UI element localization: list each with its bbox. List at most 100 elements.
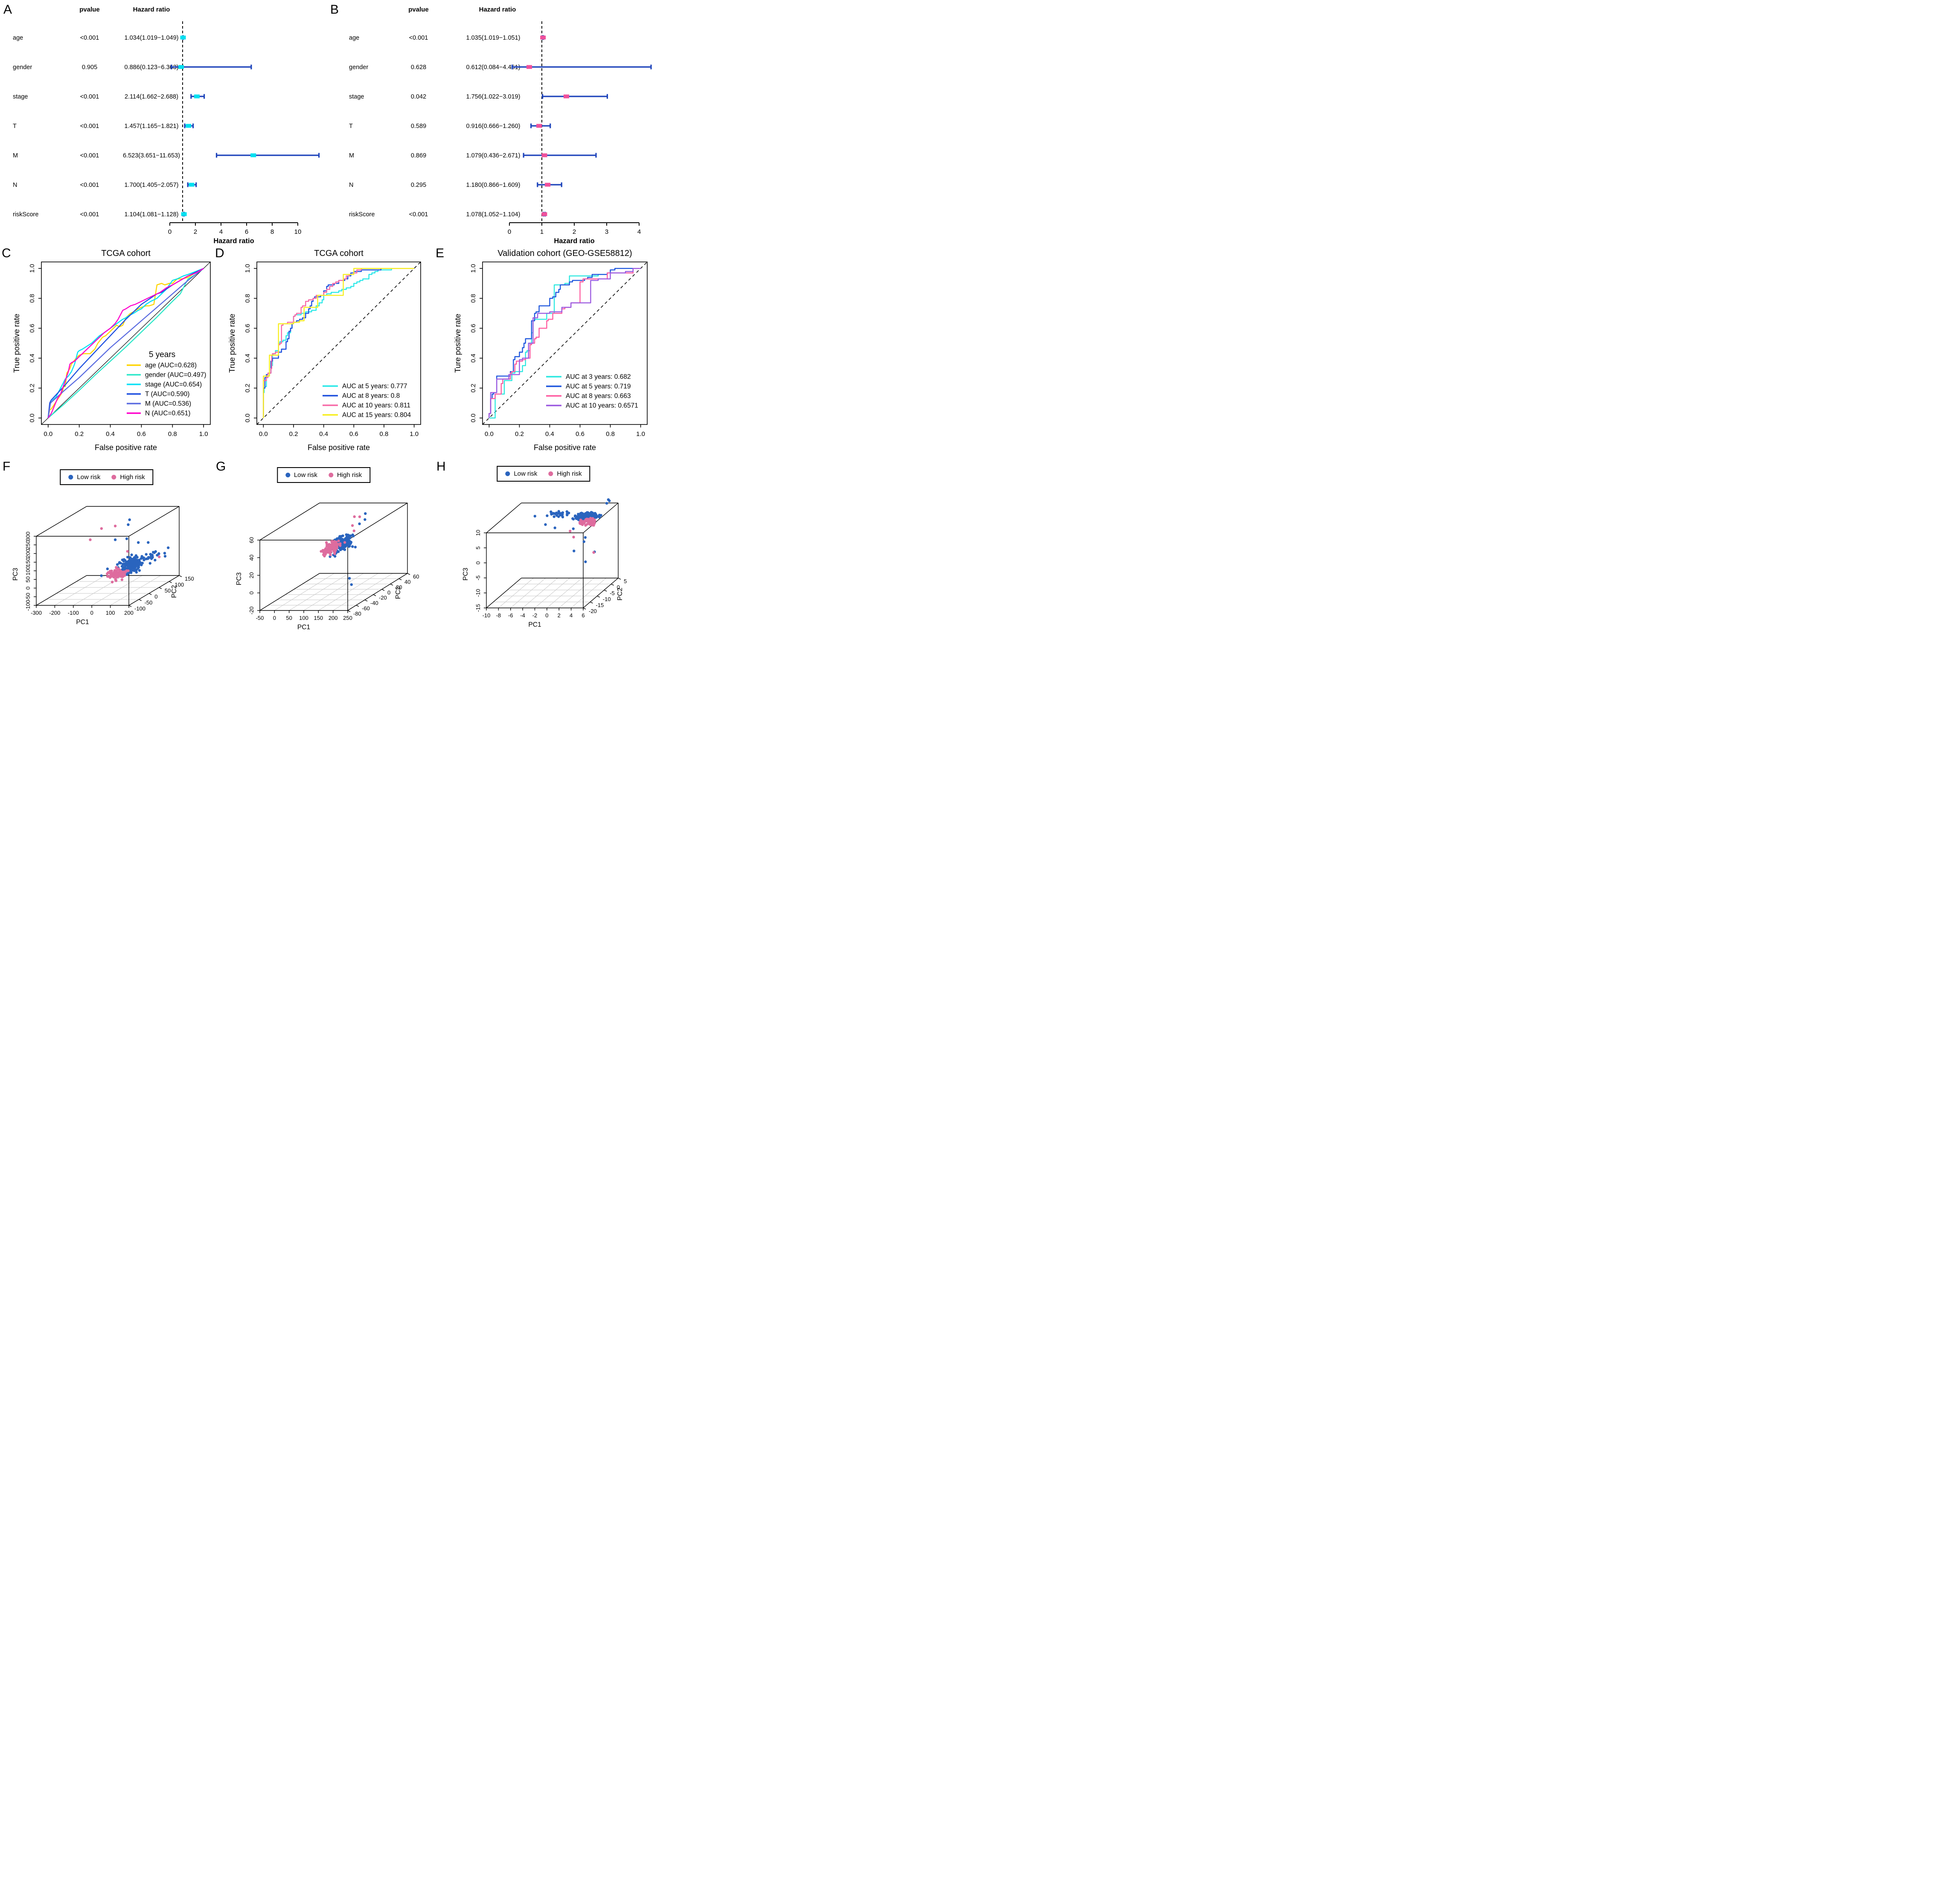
svg-text:False positive rate: False positive rate [95, 443, 157, 452]
svg-text:PC2: PC2 [171, 585, 178, 598]
roc-plot-tcga-time: 0.0 0.2 0.4 0.6 0.8 1.0 0.0 0.2 0.4 0.6 0.8 1.0 TCGA… [228, 249, 421, 452]
panel-letter-f: F [3, 459, 11, 474]
high-risk-dot [548, 471, 553, 476]
roc-axes: 0.0 0.2 0.4 0.6 0.8 1.0 0.0 0.2 0.4 0.6 0.8 1.0 [29, 262, 211, 438]
forest-row-age: age <0.001 1.035(1.019−1.051) [349, 35, 546, 41]
svg-text:1.0: 1.0 [199, 430, 208, 438]
axis-ticks: -300 -200 -100 0 100 200-100-5005010015020025… [25, 532, 194, 616]
svg-text:Ture positive rate: Ture positive rate [454, 314, 462, 372]
svg-text:0.0: 0.0 [259, 430, 268, 438]
svg-text:1.0: 1.0 [636, 430, 645, 438]
svg-text:-50: -50 [25, 593, 31, 601]
svg-text:0.4: 0.4 [470, 354, 477, 363]
svg-text:AUC at 8 years: 0.663: AUC at 8 years: 0.663 [566, 392, 631, 400]
svg-text:N: N [349, 182, 353, 189]
svg-text:0.4: 0.4 [29, 354, 36, 363]
forest-table: pvalue Hazard ratio [79, 6, 170, 13]
svg-text:0.869: 0.869 [411, 152, 426, 159]
floor-grid [493, 578, 611, 608]
high-risk-label: High risk [337, 471, 362, 479]
svg-text:0: 0 [248, 591, 255, 594]
svg-text:50: 50 [25, 576, 31, 582]
svg-text:<0.001: <0.001 [80, 123, 99, 130]
low-risk-dot [68, 475, 73, 480]
svg-text:AUC at 15 years: 0.804: AUC at 15 years: 0.804 [342, 412, 411, 419]
svg-text:200: 200 [329, 615, 338, 621]
svg-text:N: N [13, 182, 17, 189]
svg-text:<0.001: <0.001 [80, 152, 99, 159]
svg-text:-20: -20 [589, 608, 597, 614]
svg-text:0.2: 0.2 [470, 384, 477, 392]
forest-row-N: N <0.001 1.700(1.405−2.057) [13, 182, 197, 189]
panel-forest-univariate: A pvalue Hazard ratio age <0.001 1.034(1.019… [0, 0, 326, 245]
svg-text:0.0: 0.0 [44, 430, 52, 438]
svg-text:1.457(1.165−1.821): 1.457(1.165−1.821) [125, 123, 179, 130]
svg-text:100: 100 [106, 610, 115, 616]
svg-text:1.079(0.436−2.671): 1.079(0.436−2.671) [466, 152, 521, 159]
forest-row-stage: stage 0.042 1.756(1.022−3.019) [349, 93, 608, 100]
svg-text:AUC at 10 years: 0.6571: AUC at 10 years: 0.6571 [566, 402, 638, 410]
svg-text:False positive rate: False positive rate [534, 443, 596, 452]
svg-text:AUC at 3 years: 0.682: AUC at 3 years: 0.682 [566, 373, 631, 381]
forest-row-M: M <0.001 6.523(3.651−11.653) [13, 152, 320, 159]
pca-3d-middle: -50 0 50 100 150 200 250-200204060-80-60-40-20… [236, 503, 419, 631]
panel-letter-h: H [436, 459, 446, 474]
svg-text:0: 0 [387, 589, 390, 596]
scatter-points [89, 518, 170, 584]
svg-text:-40: -40 [370, 600, 378, 606]
scatter-points [533, 498, 611, 563]
high-risk-dot [328, 473, 333, 477]
svg-text:0.2: 0.2 [75, 430, 84, 438]
forest-row-stage: stage <0.001 2.114(1.662−2.688) [13, 93, 205, 100]
scatter-points [320, 512, 367, 586]
svg-text:AUC at 10 years: 0.811: AUC at 10 years: 0.811 [342, 402, 410, 409]
svg-text:8: 8 [270, 228, 274, 235]
svg-text:60: 60 [248, 537, 255, 543]
risk-legend: Low risk High risk [276, 467, 371, 483]
svg-text:Hazard ratio: Hazard ratio [554, 237, 594, 245]
svg-text:-10: -10 [483, 612, 491, 619]
svg-text:0.916(0.666−1.260): 0.916(0.666−1.260) [466, 123, 521, 130]
svg-text:0: 0 [508, 228, 511, 235]
svg-text:6.523(3.651−11.653): 6.523(3.651−11.653) [123, 152, 180, 159]
diagonal-reference [41, 262, 211, 425]
svg-text:<0.001: <0.001 [80, 35, 99, 41]
svg-text:1.756(1.022−3.019): 1.756(1.022−3.019) [466, 93, 521, 100]
panel-roc-clinical: C 0.0 0.2 0.4 0.6 0.8 1.0 0.0 0.2 0.4 0.6 0.8 1.0 TC… [0, 245, 213, 452]
cube-frame [486, 503, 619, 608]
svg-text:0.295: 0.295 [411, 182, 426, 189]
svg-text:0.8: 0.8 [29, 294, 36, 303]
svg-text:-50: -50 [145, 599, 153, 606]
svg-text:riskScore: riskScore [13, 211, 38, 218]
panel-letter-g: G [216, 459, 226, 474]
panel-roc-tcga-time: D 0.0 0.2 0.4 0.6 0.8 1.0 0.0 0.2 0.4 0.6 0.8 1.0 TC… [213, 245, 434, 452]
svg-text:-60: -60 [362, 605, 370, 612]
svg-text:-15: -15 [596, 602, 604, 608]
svg-text:gender: gender [349, 64, 368, 71]
panel-letter-e: E [436, 246, 445, 260]
svg-text:AUC at 5 years: 0.777: AUC at 5 years: 0.777 [342, 383, 407, 390]
svg-text:PC2: PC2 [395, 586, 402, 599]
svg-text:1.700(1.405−2.057): 1.700(1.405−2.057) [125, 182, 179, 189]
panel-letter-a: A [3, 3, 12, 17]
svg-text:10: 10 [294, 228, 302, 235]
panel-pca-validation: H Low risk High risk -10 -8 -6 -4 -2 0 2 4 6 -15-… [434, 455, 653, 632]
svg-text:pvalue: pvalue [408, 6, 429, 13]
svg-text:2: 2 [573, 228, 576, 235]
risk-legend: Low risk High risk [60, 469, 154, 485]
svg-text:0.8: 0.8 [380, 430, 389, 438]
svg-text:-10: -10 [475, 589, 481, 597]
svg-text:0.4: 0.4 [319, 430, 328, 438]
svg-text:0: 0 [90, 610, 93, 616]
svg-text:0.6: 0.6 [349, 430, 358, 438]
svg-text:TCGA cohort: TCGA cohort [314, 249, 364, 258]
svg-text:4: 4 [219, 228, 223, 235]
high-risk-label: High risk [120, 474, 145, 481]
roc-curve-10y [263, 268, 414, 418]
low-risk-label: Low risk [294, 471, 317, 479]
forest-row-T: T 0.589 0.916(0.666−1.260) [349, 123, 551, 130]
svg-text:0.042: 0.042 [411, 93, 426, 100]
svg-text:M (AUC=0.536): M (AUC=0.536) [145, 400, 191, 407]
svg-text:T: T [13, 123, 17, 130]
svg-text:0: 0 [617, 584, 620, 590]
